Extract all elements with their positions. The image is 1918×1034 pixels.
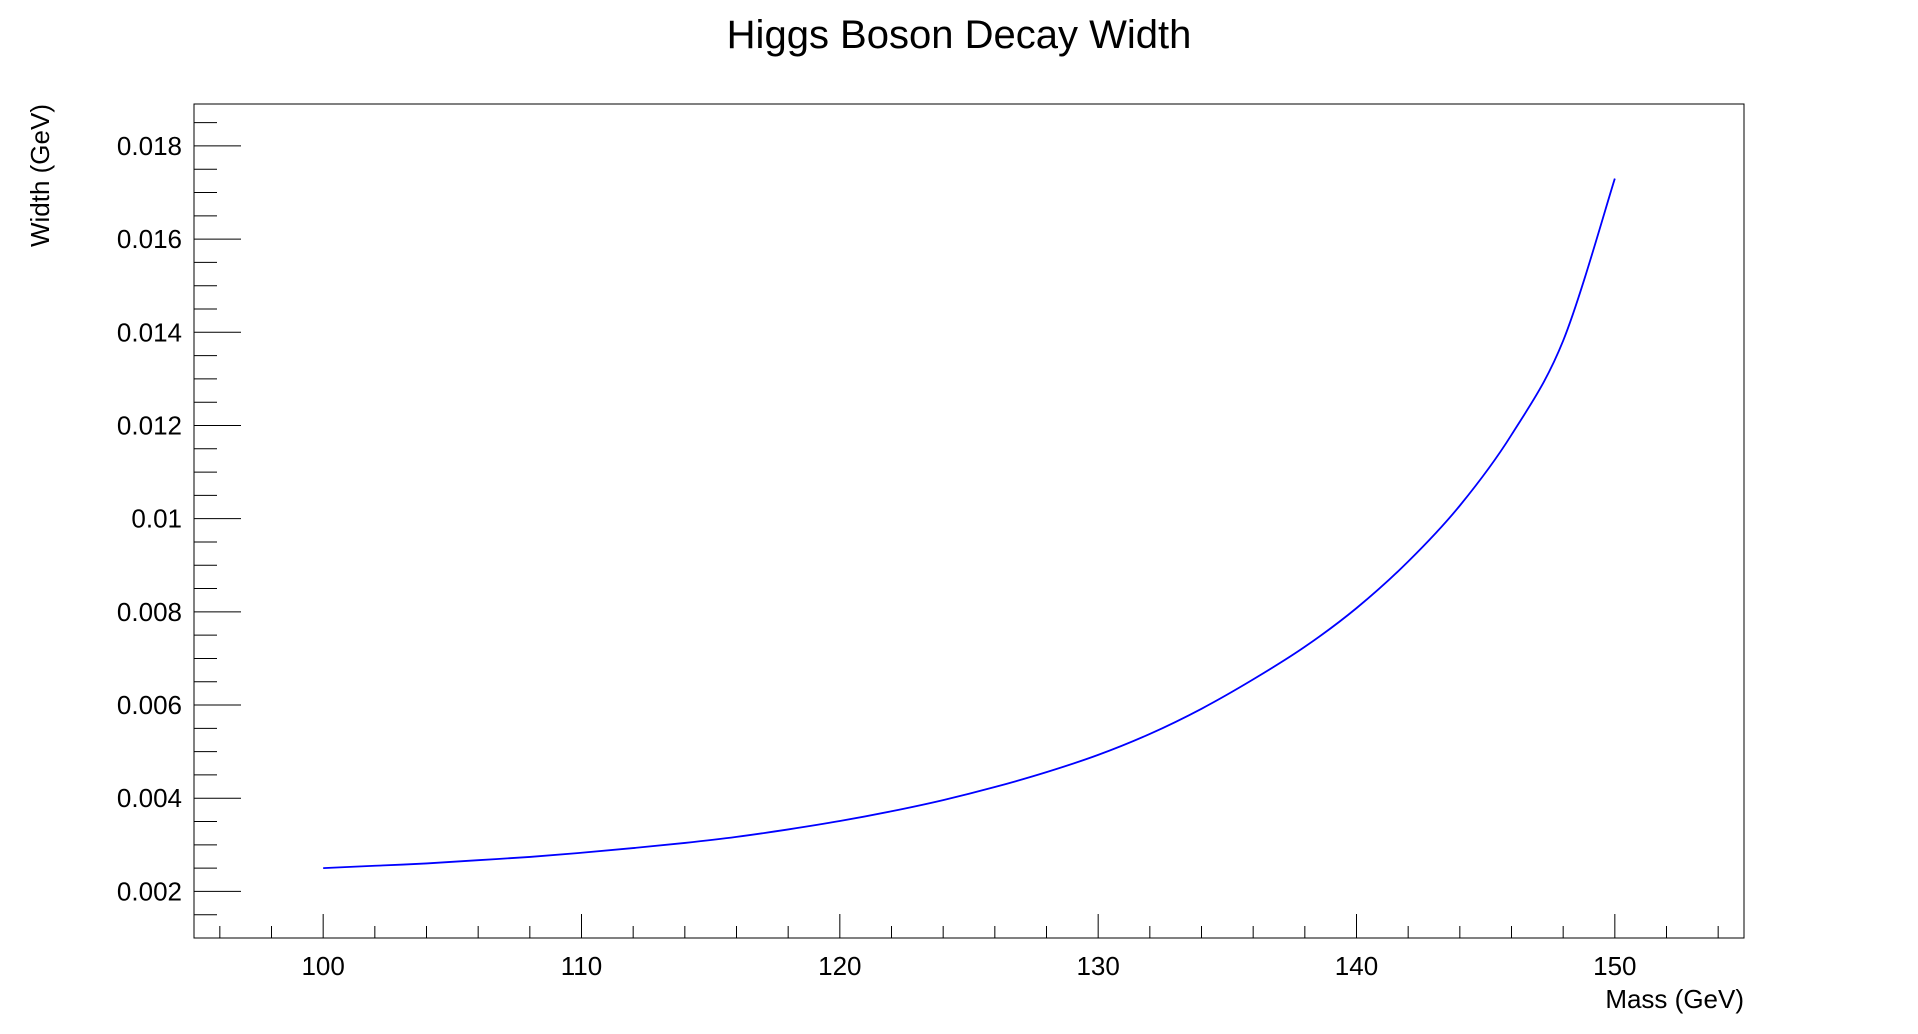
y-axis-label: Width (GeV) [25, 104, 55, 247]
y-tick-label: 0.006 [117, 690, 182, 720]
y-tick-label: 0.016 [117, 224, 182, 254]
plot-frame [193, 103, 1745, 939]
x-tick-label: 100 [301, 951, 344, 981]
y-tick-label: 0.014 [117, 317, 182, 347]
y-tick-label: 0.008 [117, 597, 182, 627]
x-tick-label: 150 [1593, 951, 1636, 981]
series-line [323, 178, 1616, 870]
y-tick-label: 0.012 [117, 410, 182, 440]
y-axis-ticks [194, 122, 241, 939]
x-axis-label: Mass (GeV) [1605, 984, 1744, 1014]
x-tick-label: 130 [1076, 951, 1119, 981]
x-tick-label: 140 [1335, 951, 1378, 981]
y-tick-label: 0.01 [131, 504, 182, 534]
x-tick-label: 120 [818, 951, 861, 981]
x-axis-tick-labels: 100 110 120 130 140 150 [301, 951, 1636, 981]
x-axis-ticks [219, 914, 1719, 938]
y-tick-label: 0.004 [117, 783, 182, 813]
x-tick-label: 110 [561, 951, 602, 981]
y-tick-label: 0.018 [117, 131, 182, 161]
y-axis-tick-labels: 0.002 0.004 0.006 0.008 0.01 0.012 0.014 0.016 0… [117, 131, 182, 906]
chart-title: Higgs Boson Decay Width [727, 13, 1192, 57]
y-tick-label: 0.002 [117, 876, 182, 906]
